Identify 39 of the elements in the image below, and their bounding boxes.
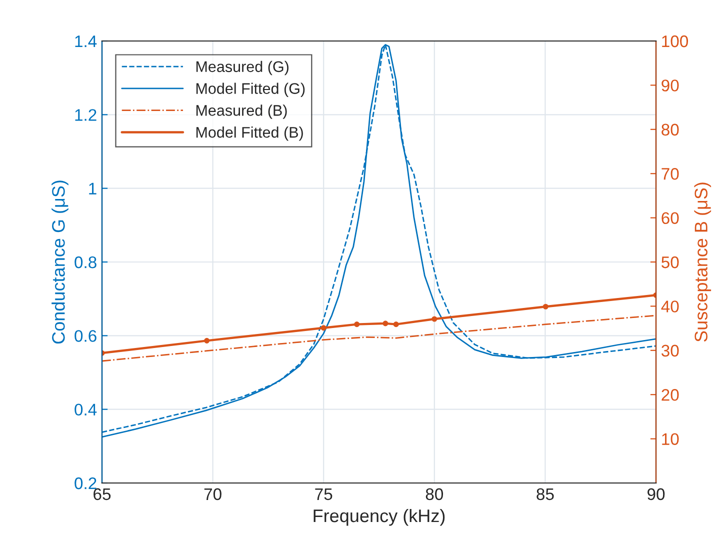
point (382, 320, 388, 326)
y2-tick-label: 60 (662, 212, 679, 224)
x-tick-label: 65 (94, 488, 111, 500)
y-tick-label: 0.6 (74, 330, 96, 342)
point (542, 304, 548, 310)
y-tick-label: 1.4 (75, 36, 97, 48)
point (354, 322, 360, 328)
x-tick-label: 75 (315, 488, 332, 500)
point (320, 325, 326, 331)
y2-tick-label: 20 (662, 389, 679, 401)
x-tick-label: 80 (426, 488, 444, 500)
y2-tick-label: 10 (662, 433, 679, 446)
y-tick-label: 1.2 (75, 109, 96, 121)
y2-tick-label: 70 (662, 168, 679, 180)
x-tick-label: 85 (536, 488, 554, 500)
y-tick-label: 0.8 (74, 256, 96, 268)
x-axis-title: Frequency (kHz) (314, 508, 445, 526)
legend-label: Model Fitted (B) (196, 126, 303, 141)
y2-tick-label: 100 (662, 35, 688, 48)
x-tick-label: 90 (648, 488, 665, 500)
point (393, 322, 399, 328)
x-tick-label: 70 (204, 488, 222, 500)
legend-label: Measured (B) (196, 104, 287, 119)
y-tick-label: 0.4 (74, 404, 97, 416)
legend-label: Model Fitted (G) (196, 82, 305, 97)
line-series (102, 314, 656, 362)
y2-tick-label: 80 (662, 124, 679, 136)
y2-tick-label: 30 (661, 344, 679, 357)
legend-label: Measured (G) (196, 60, 288, 76)
y2-tick-label: 40 (661, 300, 679, 312)
point (204, 338, 210, 344)
y-axis-title: Conductance G (μS) (52, 180, 68, 344)
y-tick-label: 1 (89, 182, 96, 194)
point (432, 316, 438, 322)
y2-tick-label: 90 (662, 80, 679, 92)
y2-tick-label: 50 (662, 256, 679, 268)
y2-axis-title: Susceptance B (μS) (694, 182, 712, 342)
line-series (102, 292, 656, 356)
y-tick-label: 0.2 (74, 477, 96, 490)
